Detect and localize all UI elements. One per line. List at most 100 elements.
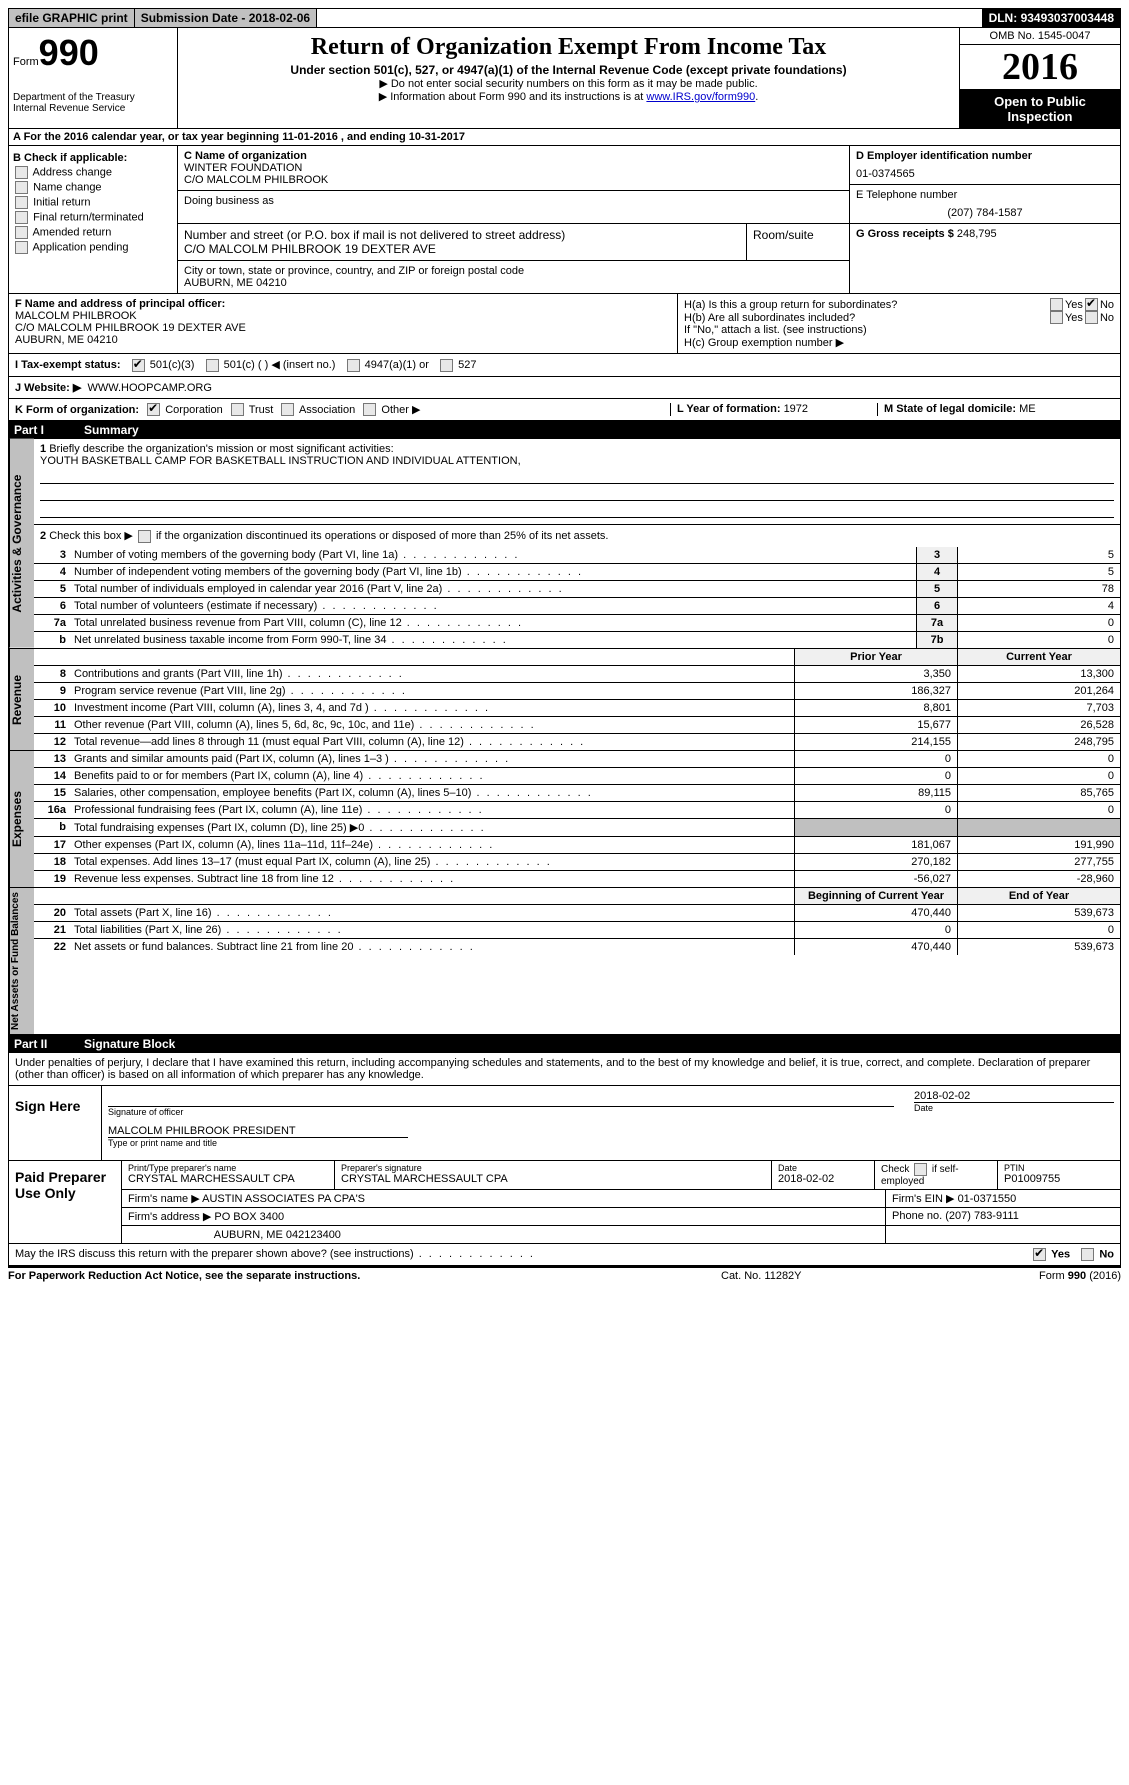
org-name-block: C Name of organization WINTER FOUNDATION… <box>178 146 849 293</box>
cb-association[interactable] <box>281 403 294 416</box>
cb-discuss-no[interactable] <box>1081 1248 1094 1261</box>
cb-final-return[interactable] <box>15 211 28 224</box>
gross-value: 248,795 <box>957 228 997 240</box>
revenue-section: Revenue Prior Year Current Year 8Contrib… <box>8 649 1121 751</box>
governance-line: 4Number of independent voting members of… <box>34 564 1120 581</box>
ssn-note: ▶ Do not enter social security numbers o… <box>186 77 951 90</box>
blank-cell <box>317 9 982 27</box>
website-url: WWW.HOOPCAMP.ORG <box>87 382 211 394</box>
principal-officer: F Name and address of principal officer:… <box>9 294 678 353</box>
cb-ha-yes[interactable] <box>1050 298 1063 311</box>
officer-addr1: C/O MALCOLM PHILBROOK 19 DEXTER AVE <box>15 322 671 334</box>
cb-hb-no[interactable] <box>1085 311 1098 324</box>
state-domicile: ME <box>1019 403 1036 415</box>
year-formation: 1972 <box>784 403 808 415</box>
city-state-zip: AUBURN, ME 04210 <box>184 277 843 289</box>
website-row: J Website: ▶ WWW.HOOPCAMP.ORG <box>8 377 1121 399</box>
discuss-text: May the IRS discuss this return with the… <box>15 1248 535 1260</box>
officer-group-block: F Name and address of principal officer:… <box>8 294 1121 354</box>
cb-discuss-yes[interactable] <box>1033 1248 1046 1261</box>
expenses-tab: Expenses <box>9 751 34 887</box>
ha-label: H(a) Is this a group return for subordin… <box>684 299 1048 311</box>
revenue-tab: Revenue <box>9 649 34 750</box>
street-address: C/O MALCOLM PHILBROOK 19 DEXTER AVE <box>184 242 740 256</box>
ein-block: D Employer identification number 01-0374… <box>849 146 1120 293</box>
current-year-header: Current Year <box>957 649 1120 665</box>
cat-no: Cat. No. 11282Y <box>721 1270 921 1282</box>
hb-label: H(b) Are all subordinates included? <box>684 312 1048 324</box>
part2-header: Part II Signature Block <box>8 1035 1121 1053</box>
cb-name-change[interactable] <box>15 181 28 194</box>
tax-year: 2016 <box>960 45 1120 90</box>
cb-address-change[interactable] <box>15 166 28 179</box>
cb-discontinued[interactable] <box>138 530 151 543</box>
expense-line: 14Benefits paid to or for members (Part … <box>34 768 1120 785</box>
cb-ha-no[interactable] <box>1085 298 1098 311</box>
netassets-line: 22Net assets or fund balances. Subtract … <box>34 939 1120 955</box>
cb-4947[interactable] <box>347 359 360 372</box>
discuss-row: May the IRS discuss this return with the… <box>8 1244 1121 1266</box>
room-suite-label: Room/suite <box>747 224 849 260</box>
org-name-1: WINTER FOUNDATION <box>184 162 843 174</box>
expense-line: 18Total expenses. Add lines 13–17 (must … <box>34 854 1120 871</box>
form-org-row: K Form of organization: Corporation Trus… <box>8 399 1121 422</box>
footer-form-no: 990 <box>1068 1270 1086 1282</box>
preparer-signature: CRYSTAL MARCHESSAULT CPA <box>341 1173 765 1185</box>
info-note: ▶ Information about Form 990 and its ins… <box>186 90 951 103</box>
preparer-name: CRYSTAL MARCHESSAULT CPA <box>128 1173 328 1185</box>
expenses-section: Expenses 13Grants and similar amounts pa… <box>8 751 1121 888</box>
cb-other[interactable] <box>363 403 376 416</box>
cb-hb-yes[interactable] <box>1050 311 1063 324</box>
expense-line: 19Revenue less expenses. Subtract line 1… <box>34 871 1120 887</box>
f-label: F Name and address of principal officer: <box>15 298 671 310</box>
form-label: Form <box>13 56 39 68</box>
firm-ein: 01-0371550 <box>958 1193 1017 1205</box>
mission-desc: YOUTH BASKETBALL CAMP FOR BASKETBALL INS… <box>40 455 521 467</box>
expense-line: 13Grants and similar amounts paid (Part … <box>34 751 1120 768</box>
cb-self-employed[interactable] <box>914 1163 927 1176</box>
governance-tab: Activities & Governance <box>9 439 34 648</box>
revenue-line: 10Investment income (Part VIII, column (… <box>34 700 1120 717</box>
cb-501c[interactable] <box>206 359 219 372</box>
preparer-block: Paid Preparer Use Only Print/Type prepar… <box>9 1160 1120 1243</box>
form-subtitle: Under section 501(c), 527, or 4947(a)(1)… <box>186 63 951 77</box>
efile-label: efile GRAPHIC print <box>9 9 135 27</box>
expense-line: 16aProfessional fundraising fees (Part I… <box>34 802 1120 819</box>
ein-value: 01-0374565 <box>856 168 1114 180</box>
signature-block: Under penalties of perjury, I declare th… <box>8 1053 1121 1244</box>
officer-addr2: AUBURN, ME 04210 <box>15 334 671 346</box>
paid-preparer-label: Paid Preparer Use Only <box>9 1161 122 1243</box>
firm-addr2: AUBURN, ME 042123400 <box>214 1229 341 1241</box>
officer-name: MALCOLM PHILBROOK <box>15 310 671 322</box>
sig-date-label: Date <box>914 1103 1114 1113</box>
governance-line: 5Total number of individuals employed in… <box>34 581 1120 598</box>
irs-label: Internal Revenue Service <box>13 103 173 114</box>
dba-label: Doing business as <box>184 195 843 207</box>
cb-trust[interactable] <box>231 403 244 416</box>
cb-amended[interactable] <box>15 226 28 239</box>
section-a-taxyear: A For the 2016 calendar year, or tax yea… <box>8 129 1121 146</box>
c-name-label: C Name of organization <box>184 150 843 162</box>
cb-initial-return[interactable] <box>15 196 28 209</box>
cb-application-pending[interactable] <box>15 241 28 254</box>
print-name-label: Type or print name and title <box>108 1138 1114 1148</box>
city-label: City or town, state or province, country… <box>184 265 843 277</box>
cb-corporation[interactable] <box>147 403 160 416</box>
addr-label: Number and street (or P.O. box if mail i… <box>184 228 740 242</box>
irs-link[interactable]: www.IRS.gov/form990 <box>646 91 755 103</box>
firm-phone: (207) 783-9111 <box>945 1210 1019 1222</box>
cb-527[interactable] <box>440 359 453 372</box>
line2-desc: Check this box ▶ if the organization dis… <box>49 530 608 542</box>
paperwork-notice: For Paperwork Reduction Act Notice, see … <box>8 1270 721 1282</box>
header-right-block: OMB No. 1545-0047 2016 Open to Public In… <box>959 28 1120 128</box>
org-info-block: B Check if applicable: Address change Na… <box>8 146 1121 294</box>
netassets-tab: Net Assets or Fund Balances <box>9 888 34 1034</box>
top-bar: efile GRAPHIC print Submission Date - 20… <box>8 8 1121 28</box>
form-number-block: Form990 Department of the Treasury Inter… <box>9 28 178 128</box>
cb-501c3[interactable] <box>132 359 145 372</box>
governance-line: bNet unrelated business taxable income f… <box>34 632 1120 648</box>
prior-year-header: Prior Year <box>794 649 957 665</box>
governance-line: 6Total number of volunteers (estimate if… <box>34 598 1120 615</box>
group-return-block: H(a) Is this a group return for subordin… <box>678 294 1120 353</box>
revenue-line: 11Other revenue (Part VIII, column (A), … <box>34 717 1120 734</box>
